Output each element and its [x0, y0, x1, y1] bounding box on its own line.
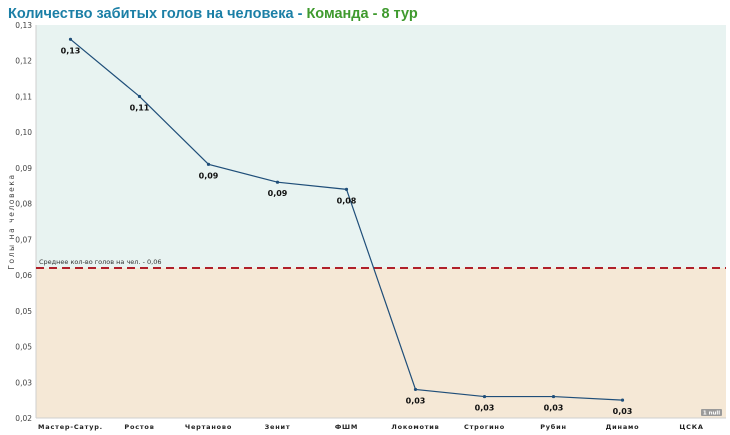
y-tick-label: 0,07 — [15, 235, 32, 244]
data-label: 0,03 — [406, 396, 426, 405]
above-average-band — [36, 25, 726, 268]
data-label: 0,13 — [61, 46, 81, 55]
chart-title: Количество забитых голов на человека - К… — [8, 6, 418, 22]
y-tick-label: 0,02 — [15, 414, 32, 423]
data-label: 0,03 — [544, 404, 564, 413]
data-label: 0,03 — [613, 407, 633, 416]
x-tick-label: Динамо — [606, 423, 640, 431]
y-tick-label: 0,11 — [15, 92, 32, 101]
y-tick-label: 0,05 — [15, 343, 32, 352]
title-part-2: Команда - 8 тур — [306, 6, 418, 22]
data-label: 0,08 — [337, 196, 357, 205]
data-label: 0,09 — [268, 189, 288, 198]
y-tick-label: 0,05 — [15, 307, 32, 316]
data-label: 0,11 — [130, 103, 150, 112]
x-tick-label: Локомотив — [391, 423, 439, 431]
title-part-1: Количество забитых голов на человека — [8, 6, 294, 22]
average-label: Среднее кол-во голов на чел. - 0,06 — [39, 258, 161, 266]
data-point[interactable] — [137, 94, 142, 99]
data-point[interactable] — [620, 398, 625, 402]
x-tick-label: ФШМ — [335, 423, 358, 431]
x-tick-label: Зенит — [265, 423, 291, 431]
data-label: 0,09 — [199, 171, 219, 180]
x-tick-label: Строгино — [464, 423, 505, 431]
data-label: 0,03 — [475, 404, 495, 413]
below-average-band — [36, 267, 726, 418]
y-tick-label: 0,06 — [15, 271, 32, 280]
x-tick-label: Рубин — [540, 423, 567, 431]
x-tick-label: Мастер-Сатур. — [38, 423, 103, 431]
y-tick-label: 0,10 — [15, 128, 32, 137]
data-point[interactable] — [206, 162, 211, 166]
title-separator: - — [293, 6, 307, 22]
x-tick-label: ЦСКА — [679, 423, 703, 431]
x-tick-label: Ростов — [124, 423, 154, 431]
data-point[interactable] — [551, 394, 556, 399]
y-tick-label: 0,13 — [15, 21, 32, 30]
data-point[interactable] — [68, 37, 73, 41]
null-indicator-badge[interactable] — [701, 409, 722, 416]
y-axis-label: Голы на человека — [7, 173, 16, 269]
y-tick-label: 0,09 — [15, 164, 32, 173]
y-tick-label: 0,08 — [15, 200, 32, 209]
data-point[interactable] — [344, 187, 349, 191]
data-point[interactable] — [275, 180, 280, 184]
data-point[interactable] — [413, 387, 418, 392]
data-point[interactable] — [482, 394, 487, 399]
y-tick-label: 0,12 — [15, 57, 32, 66]
x-tick-label: Чертаново — [185, 423, 232, 431]
null-indicator-text: 1 null — [703, 410, 720, 416]
y-tick-label: 0,03 — [15, 378, 32, 387]
